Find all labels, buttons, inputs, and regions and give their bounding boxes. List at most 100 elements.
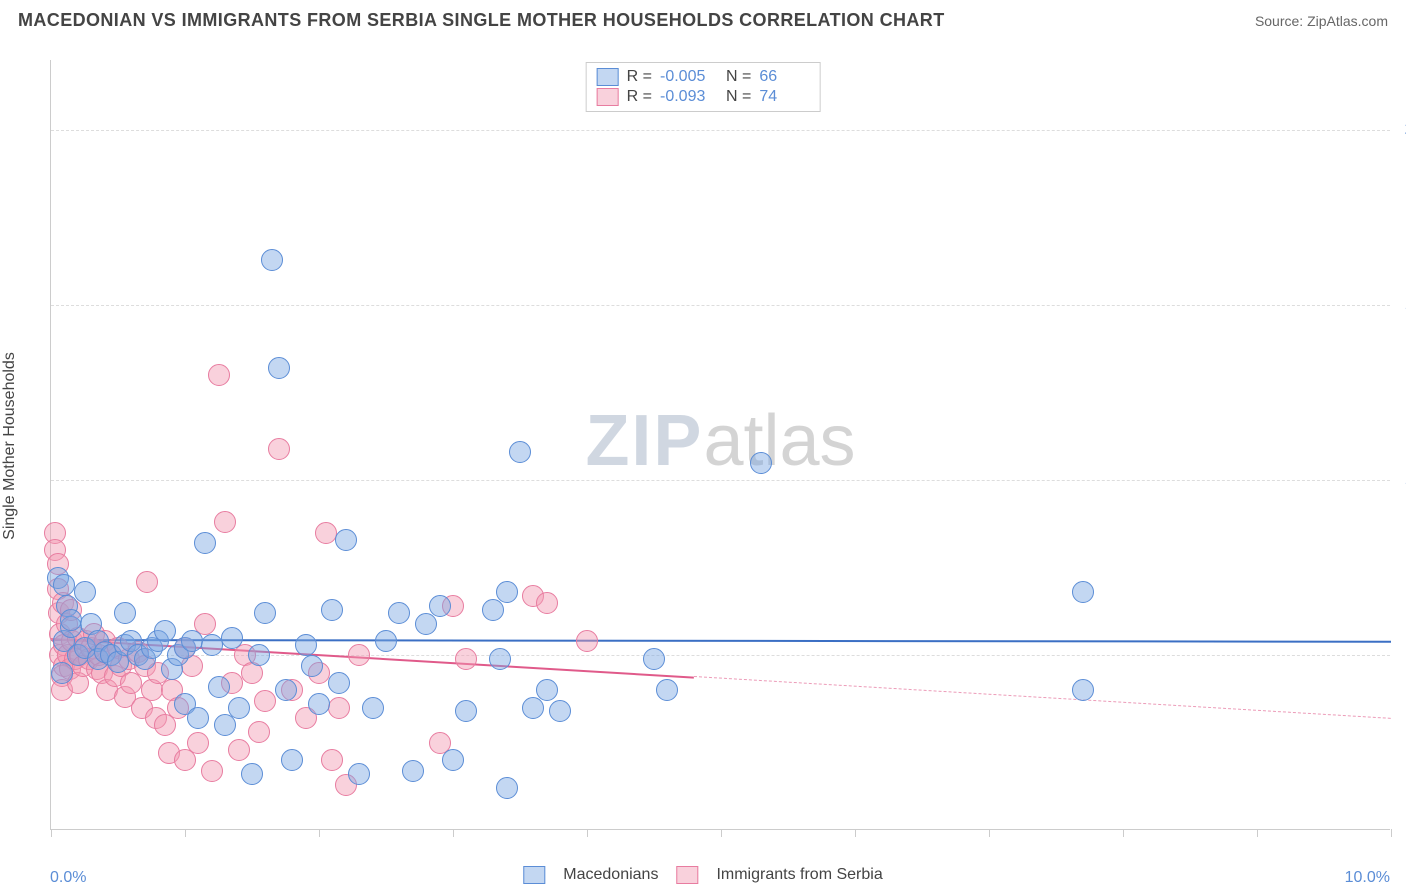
scatter-point-a (442, 749, 464, 771)
scatter-point-a (335, 529, 357, 551)
scatter-point-a (402, 760, 424, 782)
scatter-point-a (114, 602, 136, 624)
scatter-point-b (321, 749, 343, 771)
scatter-point-b (214, 511, 236, 533)
scatter-point-a (321, 599, 343, 621)
stat-n-label: N = (726, 88, 751, 106)
stat-row-series-b: R = -0.093 N = 74 (597, 87, 810, 107)
scatter-point-a (221, 627, 243, 649)
scatter-point-a (194, 532, 216, 554)
trend-line (694, 676, 1391, 719)
scatter-point-b (208, 364, 230, 386)
scatter-point-b (201, 760, 223, 782)
scatter-point-a (295, 634, 317, 656)
x-tick (721, 829, 722, 837)
grid-line (51, 130, 1390, 131)
x-tick (319, 829, 320, 837)
x-axis-max-label: 10.0% (1345, 869, 1390, 887)
x-tick (989, 829, 990, 837)
y-tick-label: 15.0% (1395, 296, 1406, 314)
scatter-point-b (248, 721, 270, 743)
scatter-point-a (489, 648, 511, 670)
x-tick (185, 829, 186, 837)
scatter-point-b (536, 592, 558, 614)
scatter-point-a (74, 581, 96, 603)
swatch-series-b (676, 866, 698, 884)
scatter-point-a (187, 707, 209, 729)
scatter-point-a (275, 679, 297, 701)
scatter-point-a (248, 644, 270, 666)
scatter-point-a (388, 602, 410, 624)
scatter-point-b (136, 571, 158, 593)
stat-n-value: 74 (759, 88, 809, 106)
stat-r-value: -0.093 (660, 88, 710, 106)
source-attribution: Source: ZipAtlas.com (1255, 13, 1388, 29)
x-tick (587, 829, 588, 837)
scatter-point-a (328, 672, 350, 694)
stat-n-label: N = (726, 68, 751, 86)
scatter-point-a (268, 357, 290, 379)
scatter-point-a (60, 609, 82, 631)
scatter-point-a (536, 679, 558, 701)
scatter-point-b (315, 522, 337, 544)
swatch-series-a (597, 68, 619, 86)
x-tick (51, 829, 52, 837)
scatter-point-b (348, 644, 370, 666)
y-tick-label: 5.0% (1395, 646, 1406, 664)
grid-line (51, 305, 1390, 306)
scatter-point-a (281, 749, 303, 771)
x-tick (1391, 829, 1392, 837)
trend-line (51, 639, 1391, 643)
stat-r-value: -0.005 (660, 68, 710, 86)
scatter-point-b (228, 739, 250, 761)
stat-n-value: 66 (759, 68, 809, 86)
scatter-point-a (643, 648, 665, 670)
x-tick (1123, 829, 1124, 837)
swatch-series-a (523, 866, 545, 884)
y-axis-label: Single Mother Households (1, 352, 19, 540)
chart-plot-area: ZIPatlas 5.0%10.0%15.0%20.0% (50, 60, 1390, 830)
watermark: ZIPatlas (585, 399, 855, 481)
stat-r-label: R = (627, 68, 652, 86)
scatter-point-a (201, 634, 223, 656)
stat-r-label: R = (627, 88, 652, 106)
scatter-point-a (362, 697, 384, 719)
scatter-point-a (496, 581, 518, 603)
scatter-point-a (1072, 581, 1094, 603)
scatter-point-a (241, 763, 263, 785)
x-tick (1257, 829, 1258, 837)
grid-line (51, 480, 1390, 481)
swatch-series-b (597, 88, 619, 106)
scatter-point-a (750, 452, 772, 474)
legend-label-b: Immigrants from Serbia (716, 866, 882, 884)
scatter-point-a (228, 697, 250, 719)
scatter-point-a (656, 679, 678, 701)
scatter-point-a (181, 630, 203, 652)
scatter-point-a (375, 630, 397, 652)
scatter-point-b (187, 732, 209, 754)
legend-label-a: Macedonians (563, 866, 658, 884)
scatter-point-b (455, 648, 477, 670)
scatter-point-b (576, 630, 598, 652)
scatter-point-a (261, 249, 283, 271)
scatter-point-a (154, 620, 176, 642)
scatter-point-a (254, 602, 276, 624)
scatter-point-a (51, 662, 73, 684)
scatter-point-b (254, 690, 276, 712)
stat-row-series-a: R = -0.005 N = 66 (597, 67, 810, 87)
series-legend: Macedonians Immigrants from Serbia (523, 866, 882, 884)
y-tick-label: 20.0% (1395, 121, 1406, 139)
correlation-stats-legend: R = -0.005 N = 66 R = -0.093 N = 74 (586, 62, 821, 112)
scatter-point-a (496, 777, 518, 799)
x-tick (855, 829, 856, 837)
scatter-point-a (509, 441, 531, 463)
scatter-point-a (308, 693, 330, 715)
x-tick (453, 829, 454, 837)
scatter-point-a (53, 574, 75, 596)
scatter-point-a (549, 700, 571, 722)
scatter-point-a (455, 700, 477, 722)
y-tick-label: 10.0% (1395, 471, 1406, 489)
scatter-point-a (301, 655, 323, 677)
chart-title: MACEDONIAN VS IMMIGRANTS FROM SERBIA SIN… (18, 10, 945, 31)
scatter-point-a (208, 676, 230, 698)
